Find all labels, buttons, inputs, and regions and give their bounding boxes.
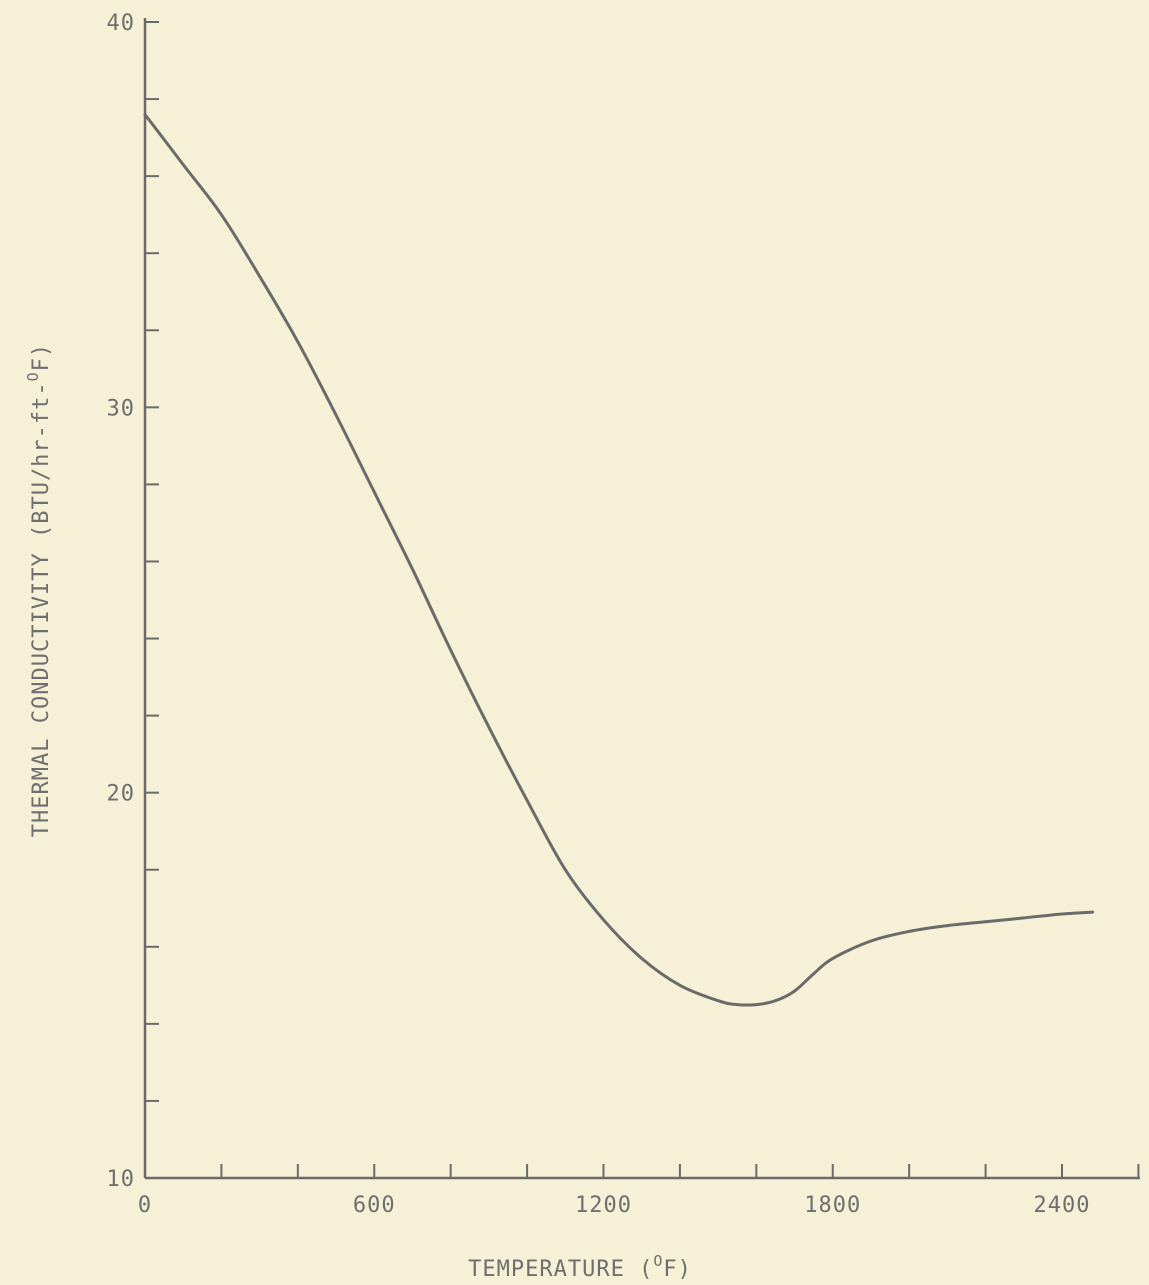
- y-tick-label: 40: [107, 11, 136, 36]
- x-tick-label: 600: [353, 1193, 396, 1218]
- y-ticks: 10 20 30 40: [107, 11, 159, 1192]
- y-axis-label-text: THERMAL CONDUCTIVITY (BTU/hr-ft-: [29, 381, 54, 837]
- x-tick-label: 1800: [804, 1193, 861, 1218]
- y-axis-label: THERMAL CONDUCTIVITY (BTU/hr-ft-OF): [24, 343, 54, 837]
- y-tick-label: 30: [107, 396, 136, 421]
- y-tick-label: 10: [107, 1167, 136, 1192]
- x-axis-label-degree: O: [653, 1252, 663, 1270]
- x-axis: 0 600 1200 1800 2400: [138, 1164, 1140, 1218]
- conductivity-curve: [143, 113, 1095, 1007]
- x-ticks: 0 600 1200 1800 2400: [138, 1164, 1140, 1218]
- x-tick-label: 2400: [1034, 1193, 1091, 1218]
- x-tick-label: 0: [138, 1193, 152, 1218]
- x-tick-label: 1200: [575, 1193, 632, 1218]
- y-axis-label-degree: O: [24, 371, 42, 381]
- y-axis-label-unit: F): [29, 343, 54, 372]
- x-axis-label-text: TEMPERATURE (: [468, 1257, 653, 1282]
- y-tick-label: 20: [107, 782, 136, 807]
- x-axis-label: TEMPERATURE (OF): [468, 1252, 692, 1282]
- x-axis-label-unit: F): [663, 1257, 692, 1282]
- y-axis: 10 20 30 40: [107, 11, 159, 1192]
